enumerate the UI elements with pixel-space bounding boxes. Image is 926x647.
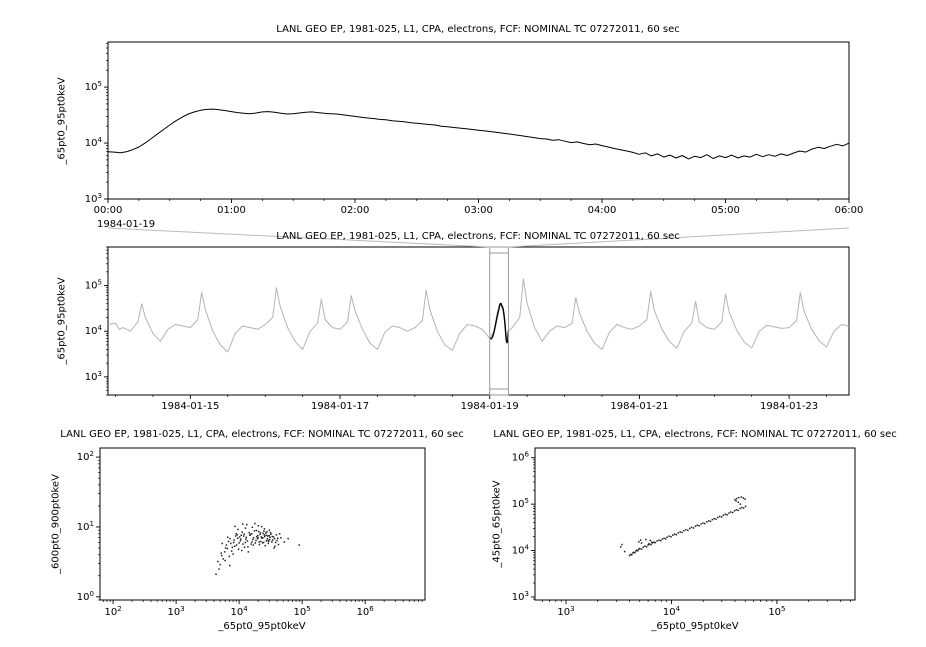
scatter-600-900-panel: 102 103 104 105 106 100 101 102 <box>77 447 426 618</box>
tick-label: 105 <box>512 497 529 510</box>
tick-label: 1984-01-17 <box>311 401 369 412</box>
scatter-45-65-panel: 103 104 105 103 104 105 106 <box>512 447 856 618</box>
tick-label: 102 <box>77 450 94 463</box>
context-selection-box[interactable] <box>489 246 509 396</box>
y-axis-ticks: 103 104 105 106 <box>512 451 535 603</box>
context-overview-panel: 1984-01-15 1984-01-17 1984-01-19 1984-01-21… <box>85 246 850 412</box>
tick-label: 1984-01-21 <box>610 401 668 412</box>
tick-label: 105 <box>768 605 785 618</box>
tick-label: 04:00 <box>588 205 617 216</box>
tick-label: 104 <box>85 136 103 149</box>
tick-label: 101 <box>77 520 94 533</box>
tick-label: 104 <box>663 605 681 618</box>
scatter1-x-axis-label: _65pt0_95pt0keV <box>218 621 306 632</box>
y-axis-ticks: 103 104 105 <box>85 43 108 205</box>
tick-label: 1984-01-15 <box>161 401 219 412</box>
scatter2-panel-title: LANL GEO EP, 1981-025, L1, CPA, electron… <box>493 429 897 440</box>
context-overview-plot-area[interactable] <box>107 246 850 396</box>
context-y-axis-label: _65pt0_95pt0keV <box>56 277 68 365</box>
tick-label: 103 <box>168 605 185 618</box>
tick-label: 105 <box>294 605 311 618</box>
top-x-date-label: 1984-01-19 <box>97 219 156 230</box>
scatter1-y-axis-label: _600pt0_900pt0keV <box>50 474 62 574</box>
tick-label: 00:00 <box>94 205 123 216</box>
scatter-45-65-scatter-points <box>619 496 747 557</box>
scatter-600-900-scatter-points <box>215 522 300 575</box>
tick-label: 03:00 <box>464 205 493 216</box>
x-axis-ticks: 102 103 104 105 106 <box>102 600 423 618</box>
tick-label: 104 <box>231 605 249 618</box>
tick-label: 106 <box>357 605 375 618</box>
tick-label: 01:00 <box>217 205 246 216</box>
top-panel-title: LANL GEO EP, 1981-025, L1, CPA, electron… <box>276 24 680 35</box>
tick-label: 100 <box>77 590 94 603</box>
scatter-45-65-plot-area[interactable] <box>534 447 856 601</box>
tick-label: 105 <box>85 80 102 93</box>
top-timeseries-plot-area[interactable] <box>107 41 850 200</box>
tick-label: 103 <box>512 590 529 603</box>
top-timeseries-panel: 00:00 01:00 02:00 03:00 04:00 05:00 06:0010310… <box>85 41 864 216</box>
tick-label: 1984-01-23 <box>760 401 818 412</box>
top-y-axis-label: _65pt0_95pt0keV <box>56 77 68 165</box>
tick-label: 103 <box>85 370 102 383</box>
x-axis-ticks: 1984-01-15 1984-01-17 1984-01-19 1984-01-21… <box>115 395 827 412</box>
zoom-connector-lines <box>107 227 850 248</box>
top-timeseries-series-_65pt0_95pt0keV <box>107 108 850 160</box>
tick-label: 104 <box>85 324 103 337</box>
context-overview-series-overview <box>107 278 850 353</box>
x-axis-ticks: 103 104 105 <box>542 600 851 618</box>
tick-label: 103 <box>557 605 574 618</box>
tick-label: 106 <box>512 451 530 464</box>
y-axis-ticks: 100 101 102 <box>77 450 100 603</box>
tick-label: 05:00 <box>711 205 740 216</box>
x-axis-ticks: 00:00 01:00 02:00 03:00 04:00 05:00 06:00 <box>94 199 864 216</box>
scatter2-x-axis-label: _65pt0_95pt0keV <box>651 621 739 632</box>
tick-label: 06:00 <box>835 205 864 216</box>
context-overview-series-selected-interval <box>489 302 510 344</box>
scatter2-y-axis-label: _45pt0_65pt0keV <box>491 480 503 568</box>
scatter-600-900-plot-area[interactable] <box>99 447 426 601</box>
scatter1-panel-title: LANL GEO EP, 1981-025, L1, CPA, electron… <box>60 429 464 440</box>
y-axis-ticks: 103 104 105 <box>85 246 108 396</box>
context-panel-title: LANL GEO EP, 1981-025, L1, CPA, electron… <box>276 231 680 242</box>
tick-label: 104 <box>512 544 530 557</box>
tick-label: 103 <box>85 192 102 205</box>
tick-label: 02:00 <box>341 205 370 216</box>
tick-label: 1984-01-19 <box>461 401 519 412</box>
tick-label: 102 <box>104 605 121 618</box>
tick-label: 105 <box>85 279 102 292</box>
